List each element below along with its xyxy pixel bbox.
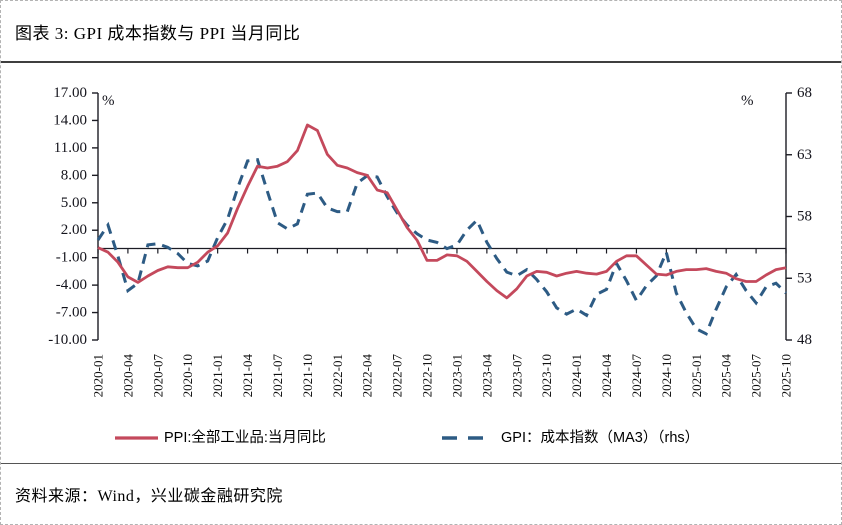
left-axis-tick-label: -4.00 [56, 277, 87, 293]
left-axis-tick-label: -1.00 [56, 250, 87, 266]
right-axis-unit: % [741, 93, 754, 109]
x-axis-tick-label: 2020-10 [180, 354, 195, 397]
x-axis-tick-label: 2025-04 [719, 354, 734, 398]
legend: PPI:全部工业品:当月同比 GPI：成本指数（MA3）（rhs） [115, 428, 699, 446]
chart-svg: 17.00 14.00 11.00 8.00 5.00 2.00 -1.00 -4.00 -7.… [48, 85, 812, 446]
x-axis-tick-label: 2024-01 [569, 354, 584, 397]
legend-gpi-label: GPI：成本指数（MA3）（rhs） [501, 429, 699, 446]
series-lines [96, 123, 788, 336]
left-axis-tick-label: -7.00 [56, 305, 87, 321]
x-axis-tick-label: 2024-07 [629, 354, 644, 398]
x-axis-tick-label: 2022-01 [330, 354, 345, 397]
source-note: 资料来源：Wind，兴业碳金融研究院 [1, 463, 841, 524]
figure-title: 图表 3: GPI 成本指数与 PPI 当月同比 [1, 1, 841, 63]
x-axis-tick-label: 2021-10 [300, 354, 315, 397]
left-axis-tick-label: 2.00 [61, 222, 87, 238]
chart-area: 17.00 14.00 11.00 8.00 5.00 2.00 -1.00 -4.00 -7.… [1, 63, 841, 463]
left-axis-tick-label: 17.00 [53, 85, 87, 101]
x-axis-tick-label: 2022-04 [360, 354, 375, 398]
x-axis-tick-label: 2025-10 [779, 354, 794, 397]
legend-ppi-label: PPI:全部工业品:当月同比 [164, 428, 326, 446]
x-axis-tick-label: 2025-07 [749, 354, 764, 398]
right-axis: 68 63 58 53 48% [741, 85, 812, 348]
gpi-cost-index-line [96, 158, 788, 336]
x-axis-tick-label: 2024-10 [659, 354, 674, 397]
right-axis-tick-label: 63 [797, 147, 812, 163]
right-axis-tick-label: 48 [797, 332, 812, 348]
x-axis-tick-label: 2025-01 [689, 354, 704, 397]
x-axis-tick-label: 2023-01 [449, 354, 464, 397]
right-axis-tick-label: 68 [797, 85, 812, 101]
x-axis-tick-label: 2023-10 [539, 354, 554, 397]
left-axis-tick-label: 5.00 [61, 195, 87, 211]
left-axis-unit: % [102, 93, 115, 109]
x-axis-tick-label: 2020-04 [120, 354, 135, 398]
x-axis-tick-label: 2022-07 [390, 354, 405, 398]
x-axis-tick-label: 2024-04 [599, 354, 614, 398]
right-axis-tick-label: 58 [797, 209, 812, 225]
left-axis-tick-label: 8.00 [61, 167, 87, 183]
x-axis-tick-label: 2021-07 [270, 354, 285, 398]
x-axis-tick-label: 2023-07 [509, 354, 524, 398]
x-axis-tick-label: 2021-04 [240, 354, 255, 398]
x-axis-tick-label: 2020-07 [150, 354, 165, 398]
left-axis: 17.00 14.00 11.00 8.00 5.00 2.00 -1.00 -4.00 -7.… [48, 85, 114, 348]
x-axis-tick-label: 2021-01 [210, 354, 225, 397]
left-axis-tick-label: 11.00 [54, 140, 87, 156]
x-axis: 2020-01 2020-04 2020-07 2020-10 2021-01 2021-… [91, 247, 794, 398]
x-axis-tick-label: 2020-01 [91, 354, 106, 397]
x-axis-tick-label: 2022-10 [420, 354, 435, 397]
right-axis-tick-label: 53 [797, 270, 812, 286]
left-axis-tick-label: -10.00 [48, 332, 87, 348]
x-axis-tick-label: 2023-04 [479, 354, 494, 398]
left-axis-tick-label: 14.00 [53, 112, 87, 128]
ppi-line [97, 123, 787, 300]
